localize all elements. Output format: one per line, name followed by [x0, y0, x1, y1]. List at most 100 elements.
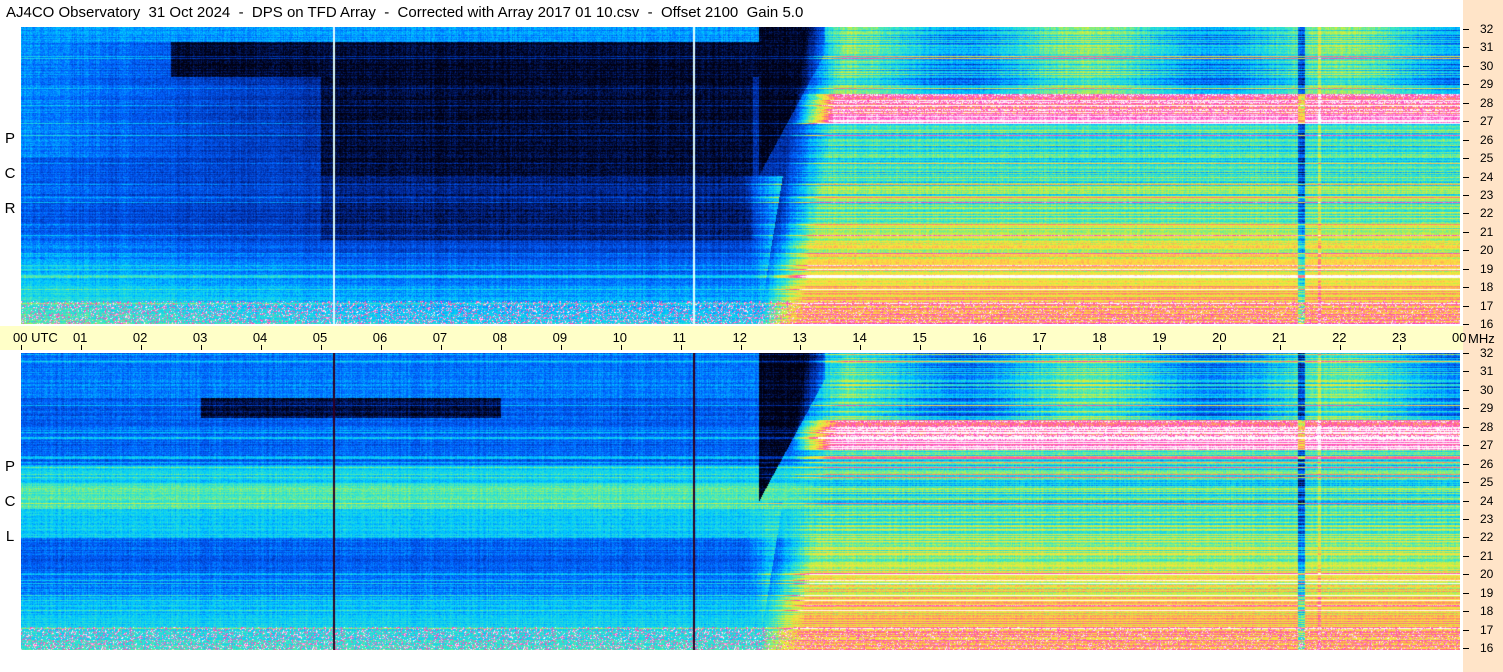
lcp-freq-tick	[1463, 463, 1469, 465]
rcp-label-p: R	[4, 200, 16, 217]
rcp-freq-tick	[1463, 29, 1469, 30]
time-tick-mark	[80, 345, 82, 350]
time-tick-mark	[200, 345, 202, 350]
time-tick-mark	[140, 345, 142, 350]
time-tick-mark	[560, 345, 562, 350]
time-label-end: 00	[1452, 330, 1467, 345]
rcp-label-r: P	[4, 130, 15, 147]
lcp-freq-tick	[1463, 629, 1469, 631]
rcp-freq-tick	[1463, 102, 1469, 104]
time-tick-mark	[860, 345, 862, 350]
time-label: 07	[432, 330, 448, 345]
lcp-freq-label: 17	[1480, 622, 1494, 637]
lcp-freq-tick	[1463, 592, 1469, 594]
lcp-spectrogram	[21, 353, 1460, 650]
time-tick-mark	[680, 345, 682, 350]
rcp-freq-tick	[1463, 84, 1469, 86]
lcp-freq-label: 26	[1480, 456, 1494, 471]
rcp-freq-tick	[1463, 231, 1469, 233]
lcp-freq-tick	[1463, 408, 1469, 410]
time-axis	[0, 326, 1463, 350]
time-label: 04	[252, 330, 268, 345]
time-tick-mark	[800, 345, 802, 350]
time-tick-mark	[740, 345, 742, 350]
rcp-spectrogram	[21, 27, 1460, 324]
lcp-freq-label: 23	[1480, 511, 1494, 526]
lcp-freq-tick	[1463, 482, 1469, 484]
lcp-freq-label: 32	[1480, 346, 1494, 360]
rcp-freq-label: 18	[1480, 280, 1494, 295]
lcp-freq-label: 19	[1480, 585, 1494, 600]
lcp-freq-label: 22	[1480, 530, 1494, 545]
title-bar	[0, 0, 1463, 26]
time-tick-mark	[320, 345, 322, 350]
time-label: 10	[612, 330, 628, 345]
rcp-freq-label: 22	[1480, 206, 1494, 221]
rcp-freq-tick	[1463, 194, 1469, 196]
lcp-freq-label: 31	[1480, 364, 1494, 379]
time-label: 12	[732, 330, 747, 345]
rcp-freq-label: 23	[1480, 187, 1494, 202]
time-label: 05	[312, 330, 328, 345]
lcp-freq-tick	[1463, 426, 1469, 428]
time-label: 01	[72, 330, 88, 345]
lcp-label-p: L	[5, 528, 15, 545]
time-label: 11	[672, 330, 687, 345]
lcp-freq-label: 18	[1480, 604, 1494, 619]
time-label: 14	[852, 330, 867, 345]
time-tick-mark	[500, 345, 502, 350]
rcp-freq-tick	[1463, 65, 1469, 67]
time-label: 22	[1332, 330, 1347, 345]
time-label: 16	[972, 330, 987, 345]
lcp-freq-tick	[1463, 445, 1469, 447]
lcp-freq-label: 28	[1480, 419, 1494, 434]
frequency-axis-strip	[1463, 0, 1503, 672]
chart-title: AJ4CO Observatory 31 Oct 2024 - DPS on T…	[6, 4, 804, 21]
rcp-freq-label: 19	[1480, 261, 1494, 276]
time-tick-mark	[620, 345, 622, 350]
time-label: 02	[132, 330, 148, 345]
lcp-freq-label: 24	[1480, 493, 1494, 508]
time-tick-mark	[440, 345, 442, 350]
time-label: 19	[1152, 330, 1167, 345]
rcp-freq-label: 17	[1480, 298, 1494, 313]
time-tick-mark	[1340, 345, 1342, 350]
rcp-freq-tick	[1463, 250, 1469, 252]
rcp-freq-tick	[1463, 305, 1469, 307]
rcp-freq-tick	[1463, 213, 1469, 215]
time-tick-mark	[980, 345, 982, 350]
rcp-freq-label: 20	[1480, 243, 1494, 258]
time-label: 17	[1032, 330, 1047, 345]
freq-unit-label: MHz	[1468, 331, 1495, 346]
rcp-freq-label: 16	[1480, 317, 1494, 331]
lcp-freq-label: 27	[1480, 438, 1494, 453]
lcp-freq-label: 20	[1480, 567, 1494, 582]
lcp-freq-label: 21	[1480, 548, 1494, 563]
time-tick-mark	[1160, 345, 1162, 350]
time-label: 09	[552, 330, 568, 345]
time-label: 15	[912, 330, 927, 345]
time-tick-mark	[920, 345, 922, 350]
lcp-freq-tick	[1463, 555, 1469, 557]
time-label: 03	[192, 330, 208, 345]
rcp-freq-label: 21	[1480, 224, 1494, 239]
lcp-freq-tick	[1463, 353, 1469, 354]
lcp-freq-tick	[1463, 518, 1469, 520]
time-label: 23	[1392, 330, 1407, 345]
time-tick-mark	[1100, 345, 1102, 350]
rcp-freq-tick	[1463, 158, 1469, 160]
rcp-freq-tick	[1463, 139, 1469, 141]
rcp-freq-label: 28	[1480, 95, 1494, 110]
lcp-freq-label: 25	[1480, 475, 1494, 490]
lcp-freq-tick	[1463, 648, 1469, 649]
lcp-freq-tick	[1463, 611, 1469, 613]
rcp-freq-label: 26	[1480, 132, 1494, 147]
rcp-freq-label: 30	[1480, 58, 1494, 73]
rcp-freq-label: 25	[1480, 151, 1494, 166]
time-tick-mark	[21, 345, 22, 350]
rcp-freq-label: 31	[1480, 40, 1494, 55]
time-label: 21	[1272, 330, 1287, 345]
time-tick-mark	[260, 345, 262, 350]
lcp-freq-label: 30	[1480, 382, 1494, 397]
rcp-freq-tick	[1463, 324, 1469, 325]
